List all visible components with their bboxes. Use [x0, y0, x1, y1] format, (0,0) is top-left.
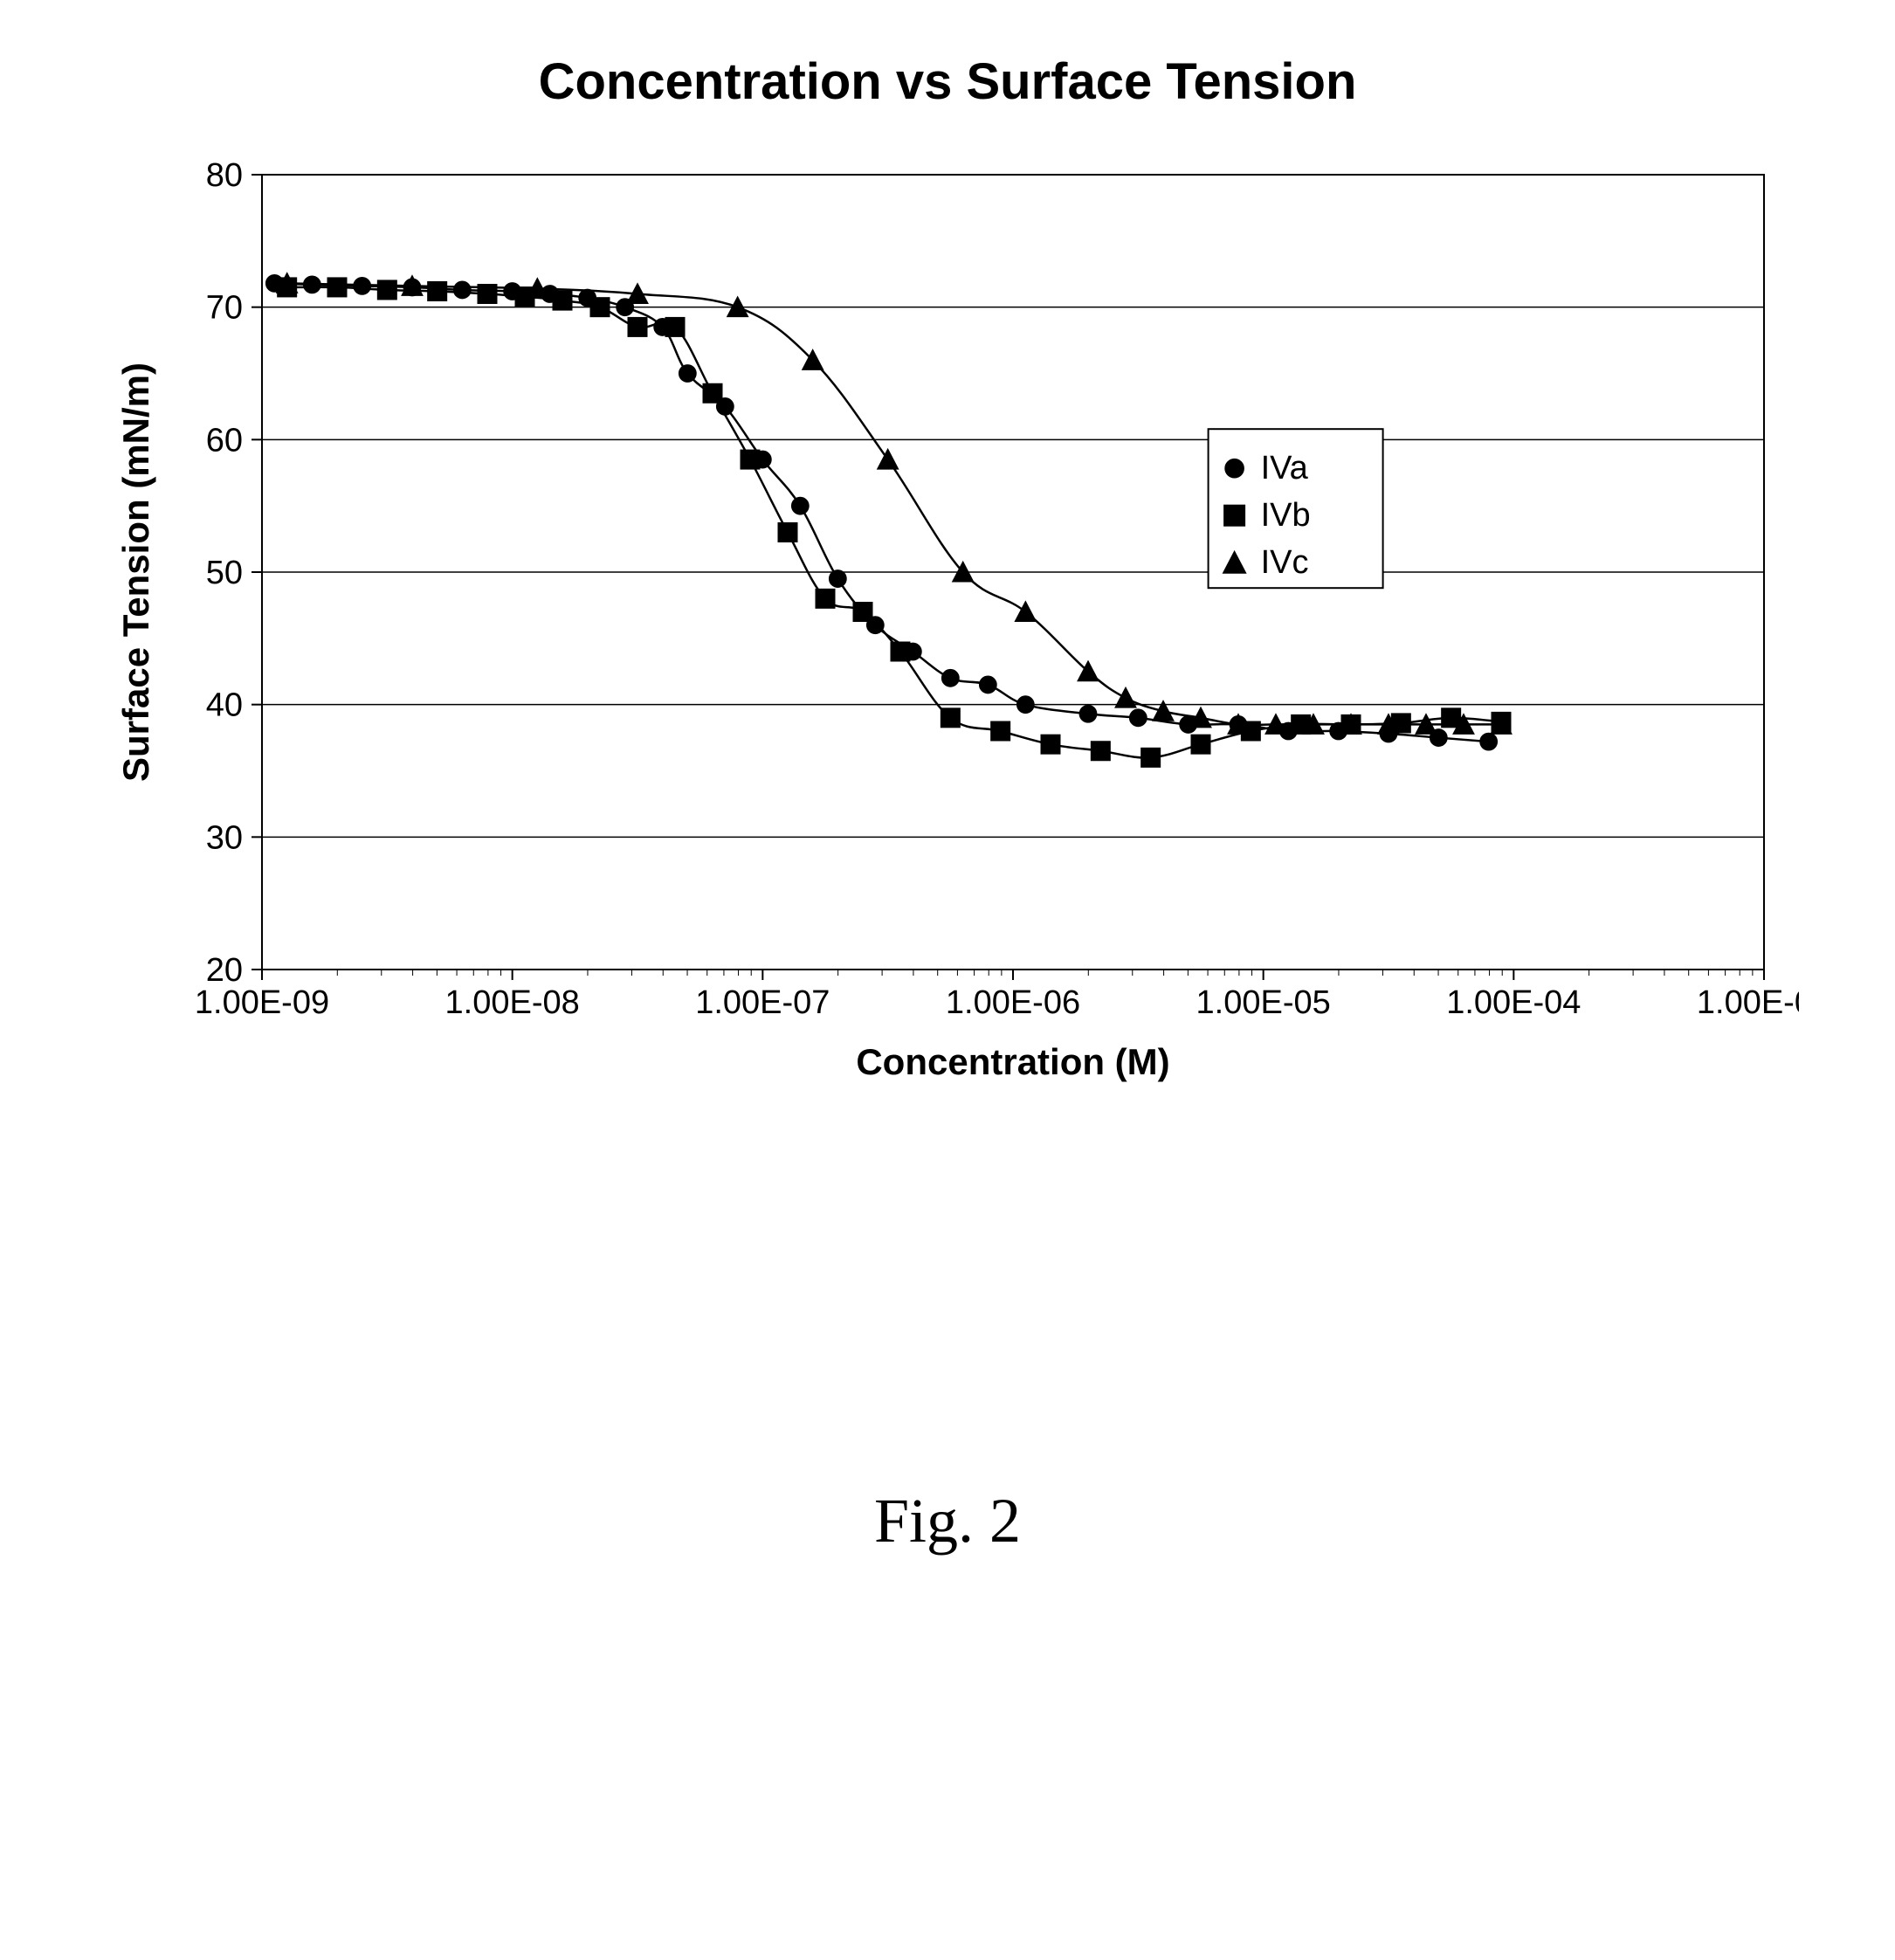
- figure-caption: Fig. 2: [0, 1485, 1895, 1557]
- svg-text:70: 70: [206, 290, 243, 327]
- page: Concentration vs Surface Tension 1.00E-0…: [0, 0, 1895, 1960]
- svg-text:IVc: IVc: [1261, 544, 1309, 581]
- svg-text:20: 20: [206, 952, 243, 989]
- chart-svg: 1.00E-09 1.00E-08 1.00E-07 1.00E-06 1.00E-05…: [96, 157, 1799, 1118]
- svg-text:1.00E-05: 1.00E-05: [1196, 984, 1331, 1021]
- svg-text:60: 60: [206, 422, 243, 459]
- svg-text:Surface Tension (mN/m): Surface Tension (mN/m): [115, 362, 156, 782]
- svg-text:1.00E-04: 1.00E-04: [1446, 984, 1581, 1021]
- svg-text:50: 50: [206, 555, 243, 591]
- svg-text:1.00E-08: 1.00E-08: [445, 984, 580, 1021]
- svg-text:30: 30: [206, 819, 243, 856]
- svg-text:80: 80: [206, 157, 243, 194]
- svg-text:IVa: IVa: [1261, 450, 1309, 487]
- svg-text:Concentration (M): Concentration (M): [856, 1041, 1169, 1082]
- svg-text:IVb: IVb: [1261, 497, 1311, 534]
- svg-text:40: 40: [206, 687, 243, 724]
- svg-text:1.00E-07: 1.00E-07: [695, 984, 830, 1021]
- chart-title: Concentration vs Surface Tension: [0, 52, 1895, 111]
- svg-text:1.00E-06: 1.00E-06: [946, 984, 1080, 1021]
- chart-container: 1.00E-09 1.00E-08 1.00E-07 1.00E-06 1.00E-05…: [96, 157, 1799, 1118]
- svg-text:1.00E-03: 1.00E-03: [1697, 984, 1799, 1021]
- svg-text:1.00E-09: 1.00E-09: [195, 984, 329, 1021]
